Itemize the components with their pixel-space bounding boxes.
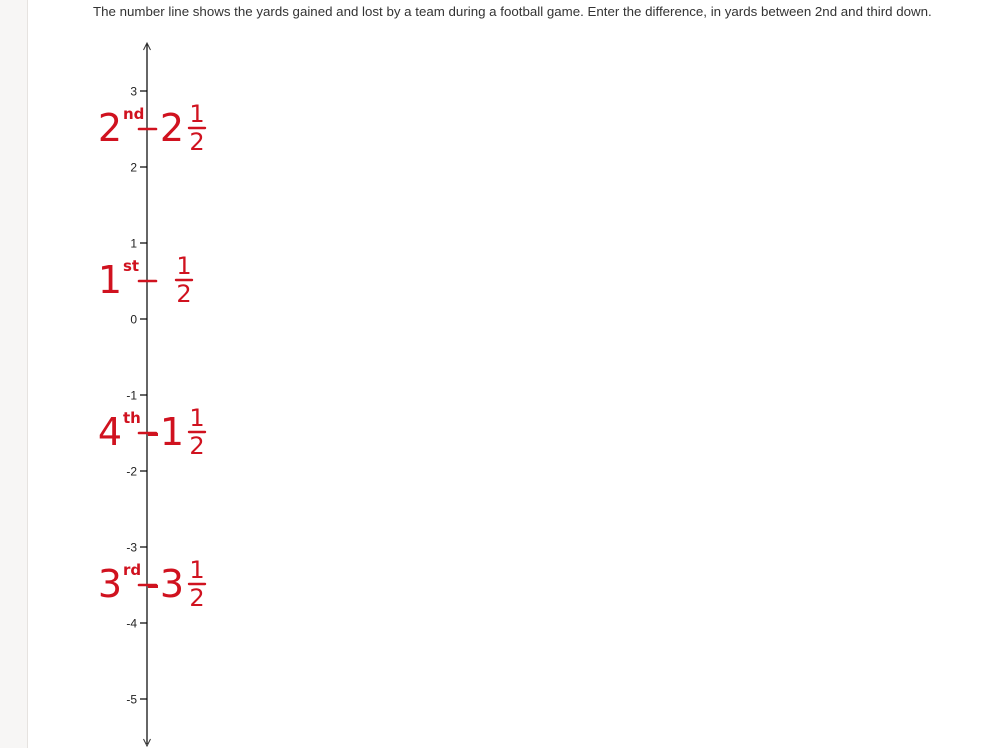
down-number: 4 — [98, 410, 122, 454]
tick-label: -5 — [126, 693, 137, 707]
value-whole: 2 — [160, 106, 184, 150]
fraction-numerator: 1 — [189, 404, 204, 432]
value-whole: -1 — [146, 410, 184, 454]
down-suffix: st — [123, 257, 139, 275]
tick-label: 3 — [130, 85, 137, 99]
tick-label: -2 — [126, 465, 137, 479]
fraction-denominator: 2 — [189, 584, 204, 612]
fraction-denominator: 2 — [176, 280, 191, 308]
tick-label: -3 — [126, 541, 137, 555]
down-suffix: nd — [123, 105, 144, 123]
fraction-numerator: 1 — [189, 100, 204, 128]
tick-label: -1 — [126, 389, 137, 403]
tick-label: -4 — [126, 617, 137, 631]
fraction-denominator: 2 — [189, 128, 204, 156]
down-number: 2 — [98, 106, 122, 150]
question-text: The number line shows the yards gained a… — [93, 4, 932, 19]
fraction-denominator: 2 — [189, 432, 204, 460]
down-suffix: th — [123, 409, 141, 427]
down-suffix: rd — [123, 561, 141, 579]
up-arrow-icon — [143, 41, 151, 51]
value-whole: -3 — [146, 562, 184, 606]
down-number: 3 — [98, 562, 122, 606]
fraction-numerator: 1 — [176, 252, 191, 280]
tick-label: 1 — [130, 237, 137, 251]
tick-label: 2 — [130, 161, 137, 175]
left-sidebar-strip — [0, 0, 28, 748]
down-number: 1 — [98, 258, 122, 302]
fraction-numerator: 1 — [189, 556, 204, 584]
down-arrow-icon — [143, 738, 151, 748]
tick-label: 0 — [130, 313, 137, 327]
